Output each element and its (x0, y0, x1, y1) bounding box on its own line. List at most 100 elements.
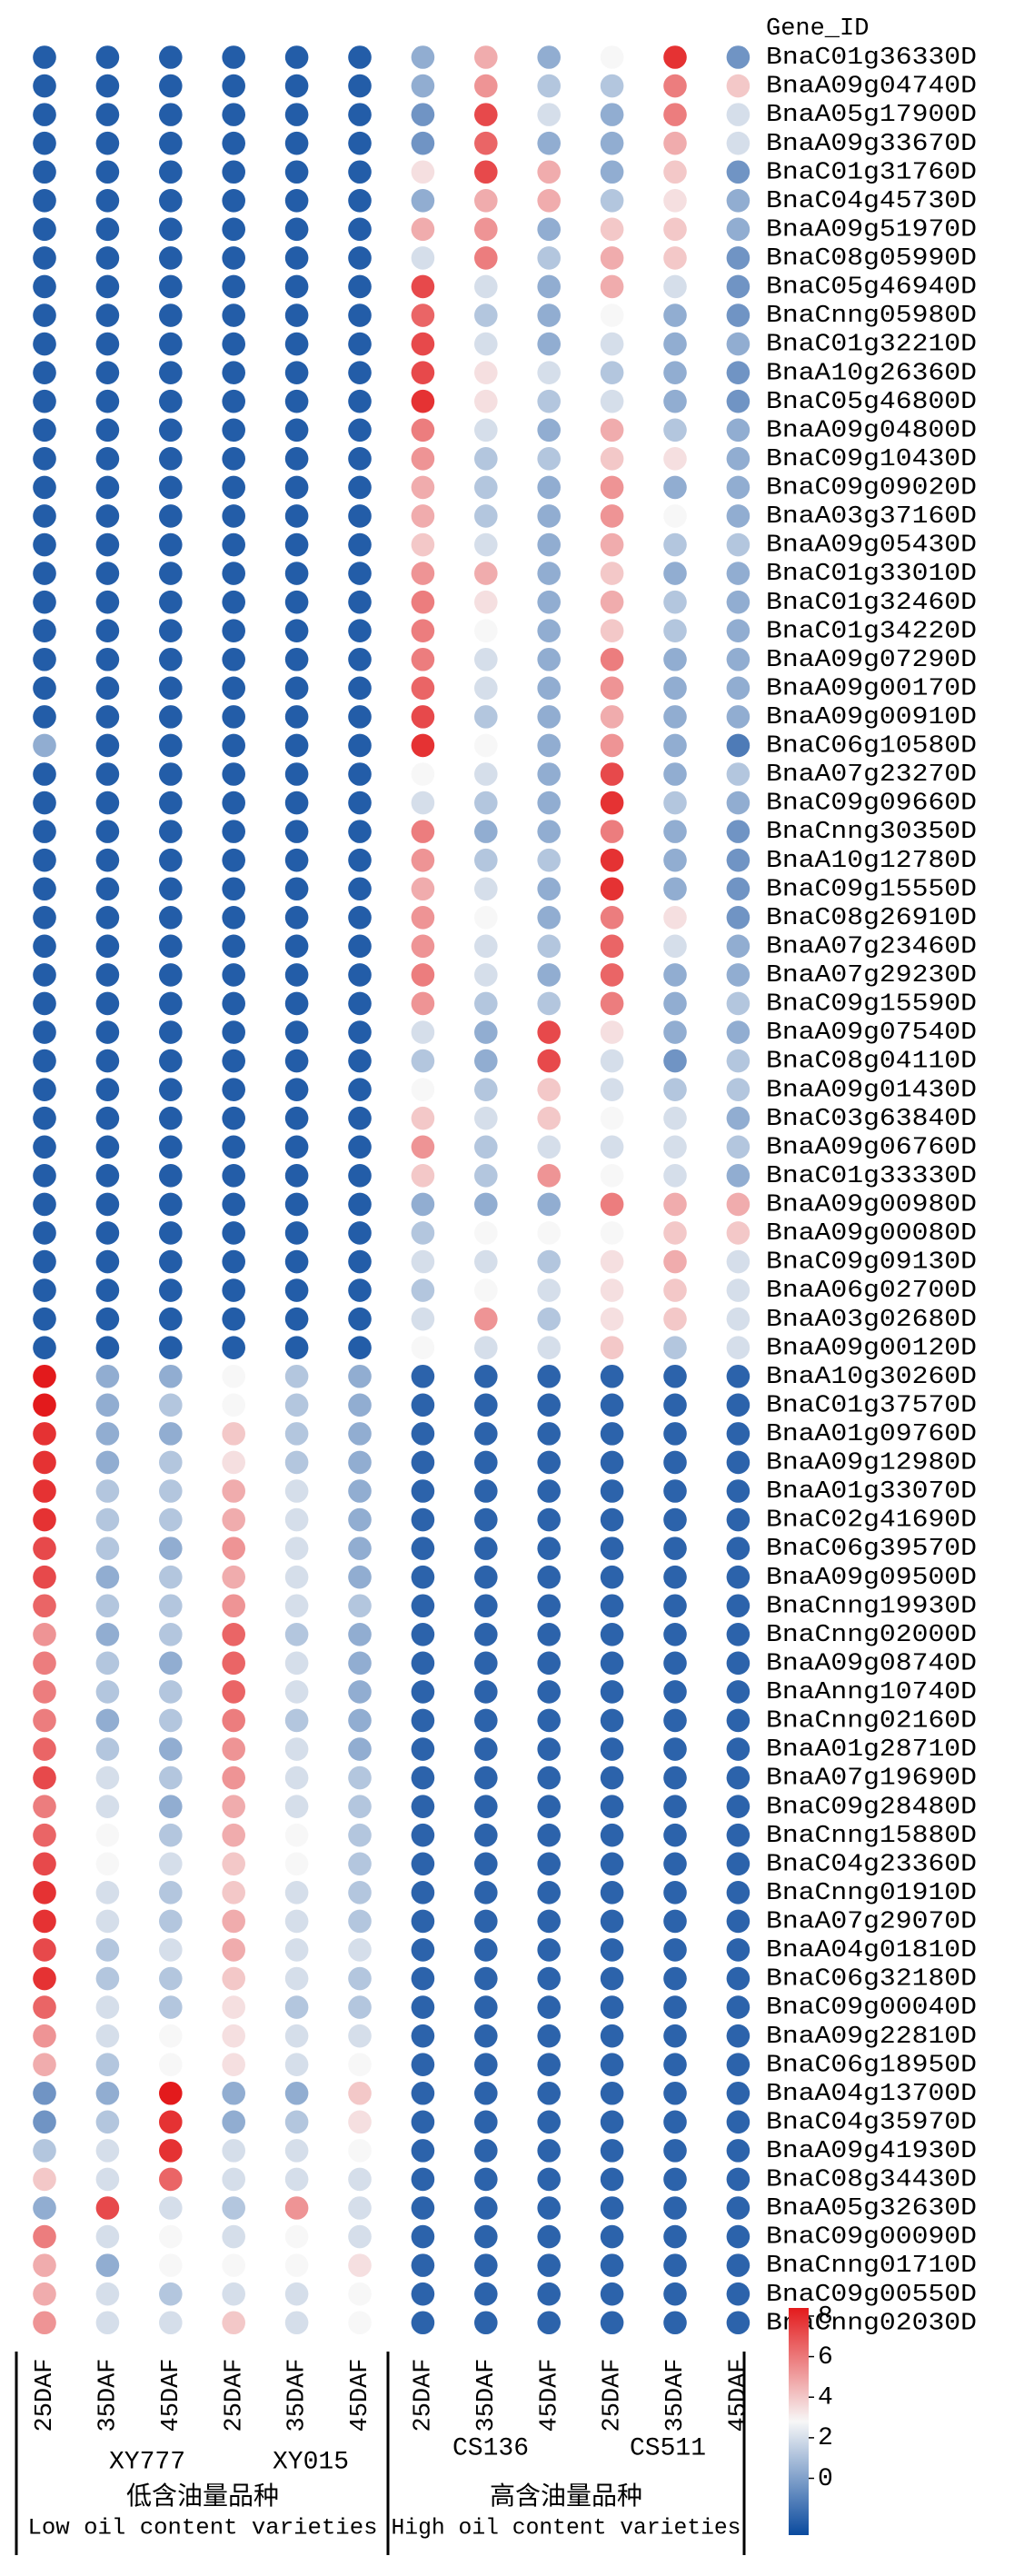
dot (726, 274, 751, 299)
dot (600, 131, 624, 155)
dot (33, 1737, 56, 1761)
gene-label: BnaCnng01910D (766, 1880, 977, 1907)
dot (159, 991, 183, 1016)
dot (348, 2053, 372, 2076)
dot (159, 504, 183, 528)
dot (474, 1422, 498, 1446)
dot (222, 475, 245, 500)
dot (222, 2110, 245, 2134)
dot (600, 447, 624, 471)
dot (600, 1078, 624, 1101)
dot (474, 1336, 498, 1359)
dot (411, 1651, 435, 1676)
dot (726, 1507, 751, 1532)
dot (411, 1594, 435, 1618)
dot (159, 1537, 183, 1560)
dot (159, 877, 183, 901)
dot (348, 1049, 372, 1073)
dot (600, 1106, 624, 1130)
dot (284, 532, 309, 557)
dot (95, 2196, 120, 2220)
dot (33, 2167, 56, 2192)
dot (348, 1623, 372, 1646)
dot (284, 1192, 309, 1217)
gene-label: BnaC01g34220D (766, 618, 977, 645)
dot (663, 1507, 687, 1532)
dot (222, 1221, 245, 1245)
dot (95, 361, 120, 384)
dot (222, 733, 245, 758)
dot (663, 131, 687, 155)
dot (348, 2311, 372, 2335)
dot (222, 1450, 245, 1475)
dot (348, 389, 372, 413)
dot (159, 389, 183, 413)
dot (222, 877, 245, 901)
dot (537, 2253, 561, 2277)
dot (95, 1507, 120, 1532)
dot (222, 2024, 245, 2048)
dot (600, 1249, 624, 1274)
dot (474, 848, 498, 872)
dot (95, 1336, 120, 1359)
dot (95, 1393, 120, 1417)
dot (537, 74, 561, 98)
dot (284, 619, 309, 642)
dot (411, 1364, 435, 1388)
dot (348, 1995, 372, 2019)
dot (726, 189, 751, 213)
dot (95, 705, 120, 729)
dot (726, 848, 751, 872)
dot (663, 1708, 687, 1733)
dot (411, 991, 435, 1016)
dot (600, 418, 624, 443)
dot (411, 934, 435, 959)
dot (663, 532, 687, 557)
gene-label: BnaA03g37160D (766, 503, 977, 531)
dot (33, 2110, 56, 2134)
gene-label: BnaA10g30260D (766, 1364, 977, 1391)
dot (284, 705, 309, 729)
gene-label: BnaAnng10740D (766, 1679, 977, 1706)
dot (726, 1307, 751, 1331)
dot (411, 1393, 435, 1417)
dot (663, 504, 687, 528)
dot (222, 389, 245, 413)
dot (537, 1881, 561, 1905)
dot (159, 274, 183, 299)
row-header: Gene_ID (766, 15, 869, 43)
dot (348, 504, 372, 528)
dot (537, 1823, 561, 1847)
dot (284, 1795, 309, 1818)
dot (95, 2282, 120, 2306)
gene-label: BnaC05g46940D (766, 274, 977, 302)
dot (726, 562, 751, 585)
dot (95, 2167, 120, 2192)
dot (95, 1135, 120, 1159)
section-label-zh: 低含油量品种 (126, 2481, 279, 2511)
dot (222, 418, 245, 443)
dot (663, 1249, 687, 1274)
dot (284, 1623, 309, 1646)
dot (600, 2311, 624, 2335)
dot (33, 1221, 56, 1245)
dot (726, 1708, 751, 1733)
dot (222, 1393, 245, 1417)
dot (348, 1020, 372, 1044)
dot (95, 1450, 120, 1475)
dot (95, 74, 120, 98)
dot (159, 906, 183, 930)
dot (95, 1422, 120, 1446)
dot (222, 906, 245, 930)
dot (33, 2024, 56, 2048)
dot (284, 504, 309, 528)
dot (159, 2224, 183, 2249)
dot (600, 504, 624, 528)
dot (33, 1623, 56, 1646)
dot (600, 1049, 624, 1073)
dot (411, 2282, 435, 2306)
dot (95, 1995, 120, 2019)
dot (348, 217, 372, 242)
dot (284, 2311, 309, 2335)
dot (33, 2053, 56, 2076)
